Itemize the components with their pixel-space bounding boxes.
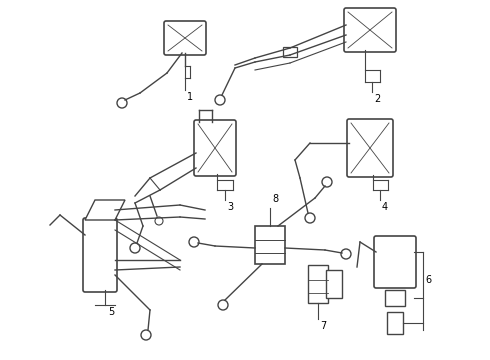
Bar — [385, 290, 405, 306]
Text: 6: 6 — [425, 275, 431, 285]
FancyBboxPatch shape — [344, 8, 396, 52]
Bar — [308, 265, 328, 303]
FancyBboxPatch shape — [374, 236, 416, 288]
FancyBboxPatch shape — [83, 218, 117, 292]
Text: 3: 3 — [227, 202, 233, 212]
Bar — [283, 47, 297, 57]
Text: 8: 8 — [272, 194, 278, 204]
FancyBboxPatch shape — [347, 119, 393, 177]
Bar — [387, 312, 403, 334]
FancyBboxPatch shape — [164, 21, 206, 55]
Text: 1: 1 — [187, 92, 193, 102]
Bar — [255, 226, 285, 264]
Text: 2: 2 — [374, 94, 380, 104]
Polygon shape — [85, 200, 125, 220]
Text: 5: 5 — [108, 307, 114, 317]
Bar — [326, 270, 342, 298]
Text: 4: 4 — [382, 202, 388, 212]
FancyBboxPatch shape — [194, 120, 236, 176]
Text: 7: 7 — [320, 321, 326, 331]
